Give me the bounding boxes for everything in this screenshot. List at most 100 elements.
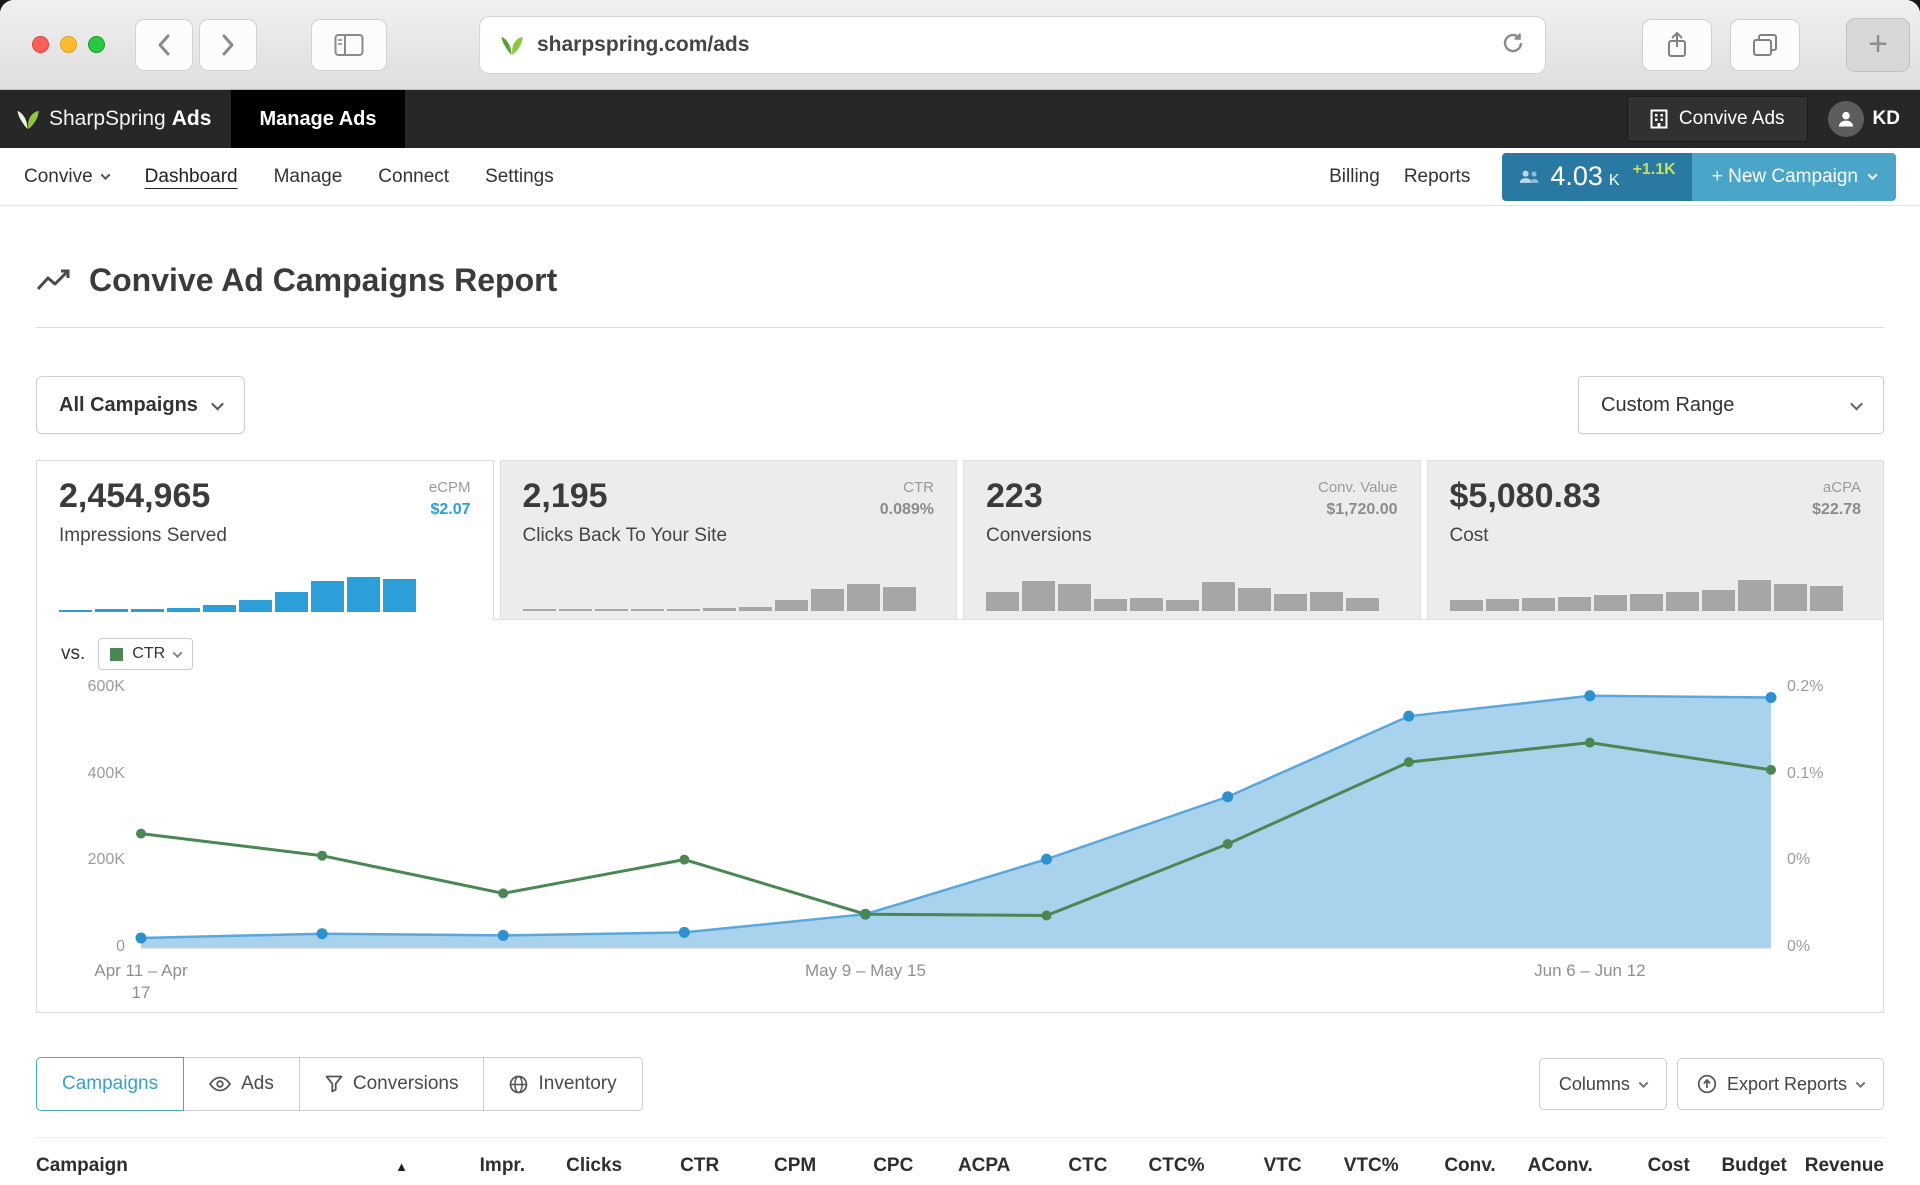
nav-item-reports[interactable]: Reports <box>1403 165 1471 187</box>
sort-asc-icon[interactable]: ▲ <box>395 1158 408 1174</box>
column-header-campaign[interactable]: Campaign ▲ <box>36 1155 408 1176</box>
convive-ads-account-button[interactable]: Convive Ads <box>1626 96 1808 142</box>
campaign-filter-dropdown[interactable]: All Campaigns <box>36 376 245 434</box>
card-conversions[interactable]: 223 Conversions Conv. Value $1,720.00 <box>963 460 1421 620</box>
spark-bar <box>594 609 628 611</box>
credits-unit: K <box>1608 171 1620 189</box>
spark-bar <box>1166 600 1199 611</box>
tab-conversions[interactable]: Conversions <box>298 1057 485 1111</box>
globe-icon <box>510 1075 528 1093</box>
column-header-cpm[interactable]: CPM <box>774 1155 817 1176</box>
url-text[interactable]: sharpspring.com/ads <box>537 32 750 56</box>
column-header-vtc[interactable]: VTC <box>1263 1155 1302 1176</box>
tabs-overview-button[interactable] <box>1730 18 1800 71</box>
card-clicks[interactable]: 2,195 Clicks Back To Your Site CTR 0.089… <box>499 460 957 620</box>
window-controls <box>32 36 105 53</box>
y-axis-right-tick: 0% <box>1787 851 1811 869</box>
metric-label: Conv. Value <box>1318 479 1398 496</box>
share-button[interactable] <box>1642 18 1712 71</box>
column-header-clicks[interactable]: Clicks <box>566 1155 623 1176</box>
spark-bar <box>1557 597 1591 611</box>
tab-inventory[interactable]: Inventory <box>483 1057 643 1111</box>
new-campaign-button[interactable]: + New Campaign <box>1691 152 1896 201</box>
spark-bar <box>1274 594 1307 611</box>
spark-bar <box>1094 599 1127 611</box>
tab-campaigns[interactable]: Campaigns <box>36 1057 185 1111</box>
spark-bar <box>95 609 128 612</box>
column-header-cpc[interactable]: CPC <box>873 1155 914 1176</box>
column-header-acpa[interactable]: ACPA <box>957 1155 1011 1176</box>
column-header-cost[interactable]: Cost <box>1647 1155 1690 1176</box>
column-header-ctc-[interactable]: CTC% <box>1148 1155 1205 1176</box>
address-bar[interactable]: sharpspring.com/ads <box>479 15 1546 74</box>
export-reports-button[interactable]: Export Reports <box>1676 1058 1884 1110</box>
card-value: $5,080.83 <box>1449 477 1601 515</box>
spark-bar <box>1809 586 1843 611</box>
spark-bar <box>1629 594 1663 611</box>
metric-value: 0.089% <box>879 501 934 518</box>
spark-bar <box>774 600 808 611</box>
nav-item-settings[interactable]: Settings <box>485 165 554 187</box>
zoom-window-button[interactable] <box>88 36 105 53</box>
column-header-aconv-[interactable]: AConv. <box>1527 1155 1593 1176</box>
columns-button[interactable]: Columns <box>1538 1058 1667 1110</box>
minimize-window-button[interactable] <box>60 36 77 53</box>
spark-bar <box>846 584 880 611</box>
sidebar-icon <box>334 33 364 56</box>
y-axis-right-tick: 0.2% <box>1787 678 1824 695</box>
spark-bar <box>1665 592 1699 611</box>
nav-item-billing[interactable]: Billing <box>1329 165 1380 187</box>
sparkline-conversions <box>986 571 1379 611</box>
column-header-revenue[interactable]: Revenue <box>1804 1155 1884 1176</box>
date-range-dropdown[interactable]: Custom Range <box>1578 376 1884 434</box>
column-header-conv-[interactable]: Conv. <box>1444 1155 1496 1176</box>
account-button-label: Convive Ads <box>1678 108 1785 129</box>
nav-item-convive[interactable]: Convive <box>24 166 111 188</box>
column-header-ctr[interactable]: CTR <box>680 1155 720 1176</box>
date-range-value: Custom Range <box>1601 393 1735 416</box>
tab-ads[interactable]: Ads <box>183 1057 300 1111</box>
metric-label: eCPM <box>428 479 471 496</box>
new-tab-button[interactable]: + <box>1846 17 1910 72</box>
spark-bar <box>1521 598 1555 611</box>
sharpspring-logo[interactable]: SharpSpring Ads <box>0 107 231 131</box>
new-campaign-label: + New Campaign <box>1711 165 1858 187</box>
spark-bar <box>666 609 700 611</box>
avatar-initials: KD <box>1872 108 1900 129</box>
stat-cards: 2,454,965 Impressions Served eCPM $2.07 … <box>36 460 1884 620</box>
spark-bar <box>738 607 772 611</box>
compare-metric-dropdown[interactable]: CTR <box>98 638 194 670</box>
column-header-budget[interactable]: Budget <box>1721 1155 1787 1176</box>
spark-bar <box>522 609 556 611</box>
nav-item-dashboard[interactable]: Dashboard <box>144 165 238 187</box>
spark-bar <box>630 609 664 611</box>
person-icon <box>1838 111 1853 127</box>
building-icon <box>1650 109 1668 129</box>
nav-item-manage[interactable]: Manage <box>273 165 343 187</box>
card-label: Conversions <box>986 525 1092 546</box>
card-value: 223 <box>986 477 1043 515</box>
nav-item-connect[interactable]: Connect <box>378 165 450 187</box>
spark-bar <box>1737 580 1771 611</box>
forward-button[interactable] <box>199 18 257 71</box>
main-chart-panel: vs. CTR 600K 400K 200K 0 0.2% 0.1% 0% 0% Apr 11 … <box>36 619 1884 1013</box>
credits-badge[interactable]: 4.03 K +1.1K <box>1502 152 1692 201</box>
column-header-vtc-[interactable]: VTC% <box>1343 1155 1399 1176</box>
column-header-ctc[interactable]: CTC <box>1068 1155 1108 1176</box>
close-window-button[interactable] <box>32 36 49 53</box>
spark-bar <box>702 608 736 611</box>
tab-manage-ads[interactable]: Manage Ads <box>231 90 405 148</box>
card-label: Clicks Back To Your Site <box>522 525 728 546</box>
y-axis-right-tick: 0.1% <box>1787 764 1824 782</box>
column-header-impr-[interactable]: Impr. <box>479 1155 526 1176</box>
metric-value: $22.78 <box>1812 501 1861 518</box>
user-menu[interactable]: KD <box>1827 101 1900 137</box>
back-button[interactable] <box>135 18 193 71</box>
card-cost[interactable]: $5,080.83 Cost aCPA $22.78 <box>1426 460 1884 620</box>
spark-bar <box>347 577 380 612</box>
card-impressions-served[interactable]: 2,454,965 Impressions Served eCPM $2.07 <box>36 460 494 620</box>
page-title: Convive Ad Campaigns Report <box>89 262 558 298</box>
plus-icon: + <box>1868 25 1888 63</box>
reload-button[interactable] <box>1501 31 1525 58</box>
sidebar-toggle-button[interactable] <box>311 18 387 71</box>
